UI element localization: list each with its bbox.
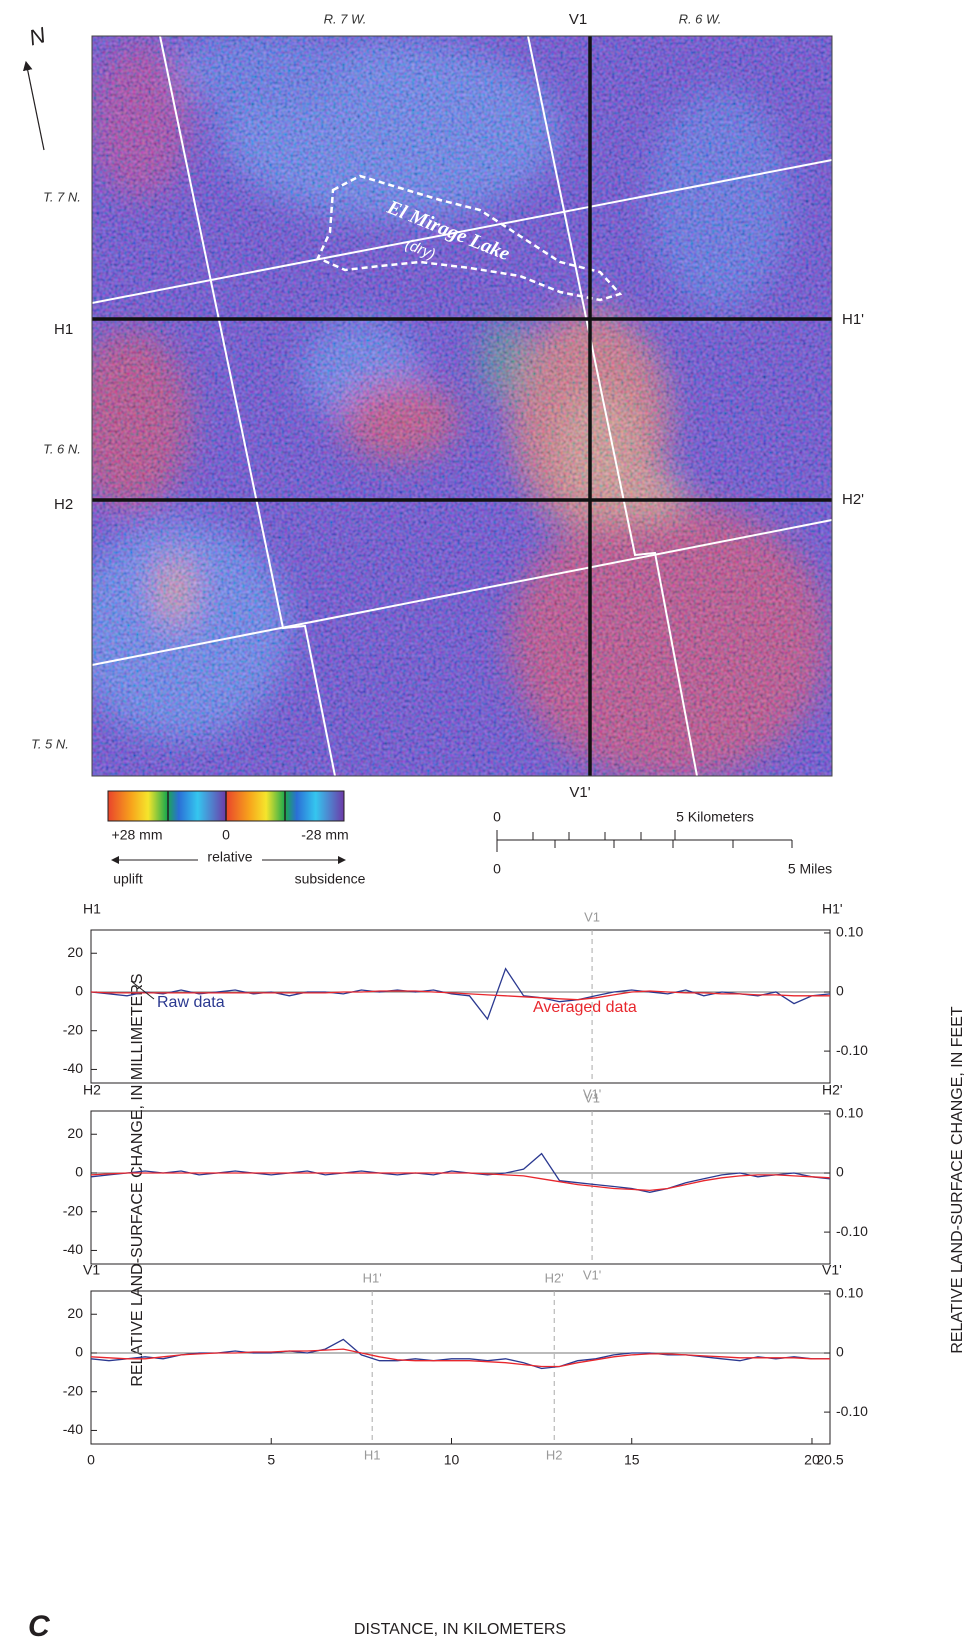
scale-label: 0 [493,861,501,877]
marker-label: H1' [363,1270,382,1285]
township-label: T. 6 N. [43,441,81,456]
y-tick-label: -20 [63,1202,83,1218]
series-line [90,1348,830,1368]
panel-label: C [28,1610,51,1643]
legend-label: relative [207,849,252,865]
legend-label: +28 mm [112,827,163,843]
profile-end-label: H1' [822,901,843,917]
north-label: N [26,22,48,50]
marker-label: V1 [584,1090,600,1105]
section-label: H2 [54,496,73,513]
leader-line [130,980,155,1000]
profile-start-label: V1 [83,1262,100,1278]
section-label: V1 [569,11,587,28]
scale-bar: 0 5 Kilometers 0 5 Miles [493,809,832,877]
section-label: H2' [842,491,864,508]
section-label: H1' [842,311,864,328]
profile-start-label: H2 [83,1082,101,1098]
township-label: T. 5 N. [31,736,69,751]
series-label: Averaged data [533,999,637,1016]
interferogram [92,36,832,776]
map-frame [91,35,833,777]
range-label: R. 7 W. [324,11,367,26]
y-tick-label: 0 [75,983,83,999]
scale-label: 0 [493,809,501,825]
plot-frame [90,1290,831,1445]
y-tick-label: -20 [63,1382,83,1398]
section-label: H1 [54,321,73,338]
profile-start-label: H1 [83,901,101,917]
marker-label: H1 [364,1447,381,1462]
scale-label: 5 Miles [788,861,832,877]
y2-tick-label: 0.10 [836,1105,863,1121]
range-label: R. 6 W. [679,11,722,26]
y2-tick-label: -0.10 [836,1403,868,1419]
north-arrow [22,60,45,151]
marker-label: V1' [583,1086,601,1101]
legend-label: uplift [113,871,143,887]
marker-label: V1' [583,1267,601,1282]
y-tick-label: -40 [63,1421,83,1437]
marker-label: V1 [584,909,600,924]
x-tick-label: 10 [444,1452,460,1468]
legend-label: subsidence [295,871,366,887]
marker-label: H2' [545,1270,564,1285]
marker-label: H2 [546,1447,563,1462]
scale-label: 5 Kilometers [676,809,754,825]
y-tick-label: 20 [67,944,83,960]
x-tick-label: 5 [267,1452,275,1468]
section-label: V1' [569,784,590,801]
series-line [90,1172,831,1192]
y-tick-label: 20 [67,1125,83,1141]
y2-tick-label: 0.10 [836,1285,863,1301]
y-tick-label: 0 [75,1164,83,1180]
profile-end-label: H2' [822,1082,843,1098]
y-axis-title: RELATIVE LAND-SURFACE CHANGE, IN MILLIME… [129,973,146,1386]
township-label: T. 7 N. [43,189,81,204]
y-tick-label: -40 [63,1241,83,1257]
series-line [90,990,830,1001]
y2-tick-label: 0 [836,983,844,999]
y2-tick-label: -0.10 [836,1042,868,1058]
legend-label: 0 [222,827,230,843]
plot-frame [90,1110,831,1265]
y-tick-label: -40 [63,1060,83,1076]
y2-tick-label: -0.10 [836,1223,868,1239]
y2-tick-label: 0.10 [836,924,863,940]
y2-tick-label: 0 [836,1344,844,1360]
legend-label: -28 mm [301,827,348,843]
y-tick-label: 20 [67,1305,83,1321]
x-tick-label: 0 [87,1452,95,1468]
x-tick-label: 15 [624,1452,640,1468]
x-tick-label: 20.5 [816,1452,843,1468]
x-axis-title: DISTANCE, IN KILOMETERS [354,1621,566,1638]
y-tick-label: -20 [63,1021,83,1037]
profile-end-label: V1' [822,1262,842,1278]
color-legend: +28 mm 0 -28 mm relative uplift subsiden… [107,790,366,887]
y2-axis-title: RELATIVE LAND-SURFACE CHANGE, IN FEET [949,1006,966,1354]
series-label: Raw data [157,994,225,1011]
y-tick-label: 0 [75,1344,83,1360]
plot-frame [90,929,831,1084]
x-tick-label: 20 [804,1452,820,1468]
y2-tick-label: 0 [836,1164,844,1180]
